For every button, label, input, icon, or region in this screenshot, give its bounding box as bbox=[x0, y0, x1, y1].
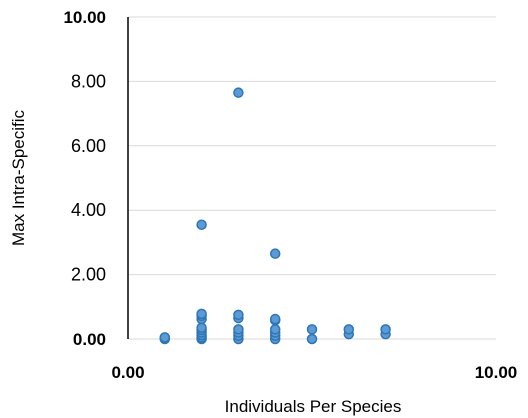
data-point-2 bbox=[159, 332, 171, 343]
x-tick-label-1: 10.00 bbox=[475, 363, 518, 382]
y-tick-label-2: 4.00 bbox=[71, 200, 106, 220]
data-point-30 bbox=[343, 324, 355, 335]
data-point-8 bbox=[196, 322, 207, 333]
data-point-28 bbox=[306, 324, 318, 335]
data-point-18 bbox=[233, 309, 244, 321]
data-points bbox=[159, 87, 391, 345]
y-tick-labels: 0.00 2.00 4.00 6.00 8.00 10.00 bbox=[63, 8, 106, 349]
data-point-19 bbox=[233, 87, 244, 98]
y-tick-label-5: 10.00 bbox=[63, 8, 106, 27]
data-point-25 bbox=[269, 313, 281, 325]
gridlines bbox=[128, 16, 496, 340]
y-tick-label-1: 2.00 bbox=[71, 265, 106, 285]
data-point-23 bbox=[269, 324, 281, 335]
x-tick-label-0: 0.00 bbox=[111, 363, 144, 382]
y-axis-title: Max Intra-Specific bbox=[9, 109, 28, 246]
data-point-16 bbox=[233, 324, 244, 335]
data-point-11 bbox=[196, 308, 207, 320]
data-point-12 bbox=[196, 219, 207, 230]
y-tick-label-4: 8.00 bbox=[71, 71, 106, 91]
x-tick-labels: 0.00 10.00 bbox=[111, 363, 517, 382]
data-point-26 bbox=[269, 248, 281, 259]
y-tick-label-0: 0.00 bbox=[73, 330, 106, 349]
data-point-32 bbox=[380, 324, 391, 335]
x-axis-title: Individuals Per Species bbox=[225, 397, 402, 416]
data-point-27 bbox=[306, 333, 318, 345]
y-tick-label-3: 6.00 bbox=[71, 136, 106, 156]
